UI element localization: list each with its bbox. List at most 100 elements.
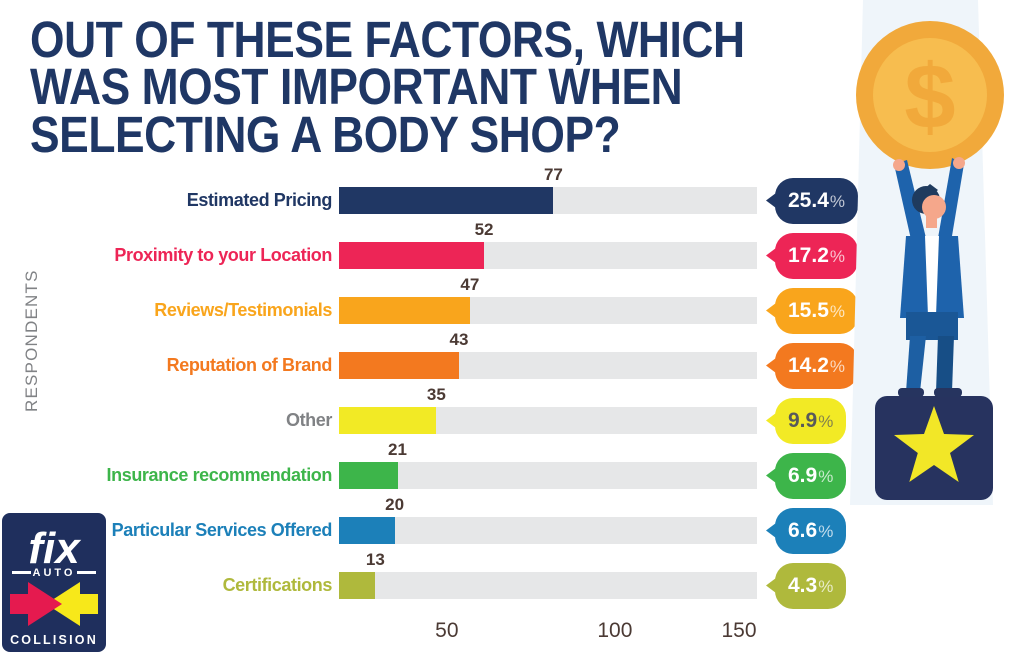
x-axis-tick: 150 (721, 619, 757, 642)
shirt (925, 236, 939, 316)
value-label: 20 (385, 495, 405, 514)
logo-rule-left (12, 571, 31, 574)
chart-row: Proximity to your Location 52 17.2% (100, 220, 858, 283)
title-line-3: SELECTING A BODY SHOP? (30, 105, 621, 163)
category-label: Reputation of Brand (166, 355, 333, 375)
percent-sign: % (818, 411, 834, 431)
percent-value: 9.9 (788, 408, 818, 432)
collision-arrows-icon (10, 582, 98, 626)
percent-sign: % (829, 301, 845, 321)
percent-badge: 9.9% (775, 397, 847, 444)
bar-track: 43 (339, 330, 757, 379)
face (922, 195, 946, 219)
left-shoe (898, 388, 924, 397)
percent-value: 6.6 (788, 518, 818, 542)
dollar-coin-icon: $ (856, 21, 1004, 169)
y-axis-label: RESPONDENTS (22, 269, 41, 412)
logo-brand-text: fix (28, 524, 81, 573)
bar-fill (339, 187, 554, 214)
x-axis-tick: 100 (597, 619, 633, 642)
bar-fill (339, 352, 459, 379)
title-line-2: WAS MOST IMPORTANT WHEN (30, 58, 683, 116)
x-axis-ticks: 50 100 150 (339, 613, 757, 647)
percent-badge: 17.2% (775, 232, 858, 279)
value-label: 35 (426, 385, 446, 404)
chart-row: Reviews/Testimonials 47 15.5% (100, 275, 858, 338)
percent-sign: % (829, 356, 845, 376)
percent-badge: 15.5% (775, 287, 858, 334)
bar-track: 47 (339, 275, 757, 324)
chart-rows: Estimated Pricing 77 25.4% Proximity to … (100, 165, 858, 613)
right-shoe (934, 388, 962, 397)
chart-row: Other 35 9.9% (100, 385, 858, 448)
x-axis-tick: 50 (435, 619, 459, 642)
bar-fill (339, 572, 376, 599)
percent-value: 17.2 (788, 243, 829, 267)
logo-graphic: fix AUTO COLLISION (2, 513, 106, 652)
value-label: 21 (388, 440, 407, 459)
percent-sign: % (818, 466, 834, 486)
title-line-1: OUT OF THESE FACTORS, WHICH (30, 11, 745, 68)
neck (926, 214, 937, 228)
chart-row: Certifications 13 4.3% (100, 550, 858, 613)
bar-fill (339, 462, 398, 489)
man-figure (893, 157, 965, 397)
percent-sign: % (829, 191, 845, 211)
percent-badge: 4.3% (775, 562, 847, 609)
chart-row: Reputation of Brand 43 14.2% (100, 330, 858, 393)
logo-tagline-text: COLLISION (10, 633, 98, 647)
percent-value: 15.5 (788, 298, 829, 322)
bar-track: 21 (339, 440, 757, 489)
percent-sign: % (818, 576, 834, 596)
percent-value: 14.2 (788, 353, 829, 377)
category-label: Certifications (222, 575, 333, 595)
percent-value: 6.9 (788, 463, 818, 487)
bar-chart: Estimated Pricing 77 25.4% Proximity to … (100, 165, 858, 647)
category-label: Other (285, 410, 332, 430)
percent-badge: 6.9% (775, 452, 847, 499)
bar-fill (339, 407, 437, 434)
page-title: OUT OF THESE FACTORS, WHICH WAS MOST IMP… (30, 14, 745, 160)
bar-fill (339, 242, 485, 269)
percent-badge: 14.2% (775, 342, 858, 389)
value-label: 13 (365, 550, 385, 569)
value-label: 52 (474, 220, 494, 239)
category-label: Insurance recommendation (106, 465, 333, 485)
left-arm (894, 160, 926, 244)
percent-sign: % (829, 246, 845, 266)
logo-rule-right (77, 571, 96, 574)
category-label: Reviews/Testimonials (154, 300, 332, 320)
percent-value: 25.4 (788, 188, 829, 212)
bar-track: 77 (339, 165, 757, 214)
bar-fill (339, 517, 395, 544)
bar-fill (339, 297, 470, 324)
logo-sub-text: AUTO (33, 567, 76, 579)
left-leg (906, 336, 926, 392)
percent-sign: % (818, 521, 834, 541)
percent-value: 4.3 (788, 573, 818, 597)
bar-track: 35 (339, 385, 757, 434)
right-leg (936, 336, 954, 392)
man-holding-coin-illustration: $ (850, 0, 1004, 505)
percent-badge: 6.6% (775, 507, 847, 554)
percent-badge: 25.4% (775, 177, 858, 224)
category-label: Particular Services Offered (111, 520, 333, 540)
category-label: Estimated Pricing (186, 190, 333, 210)
star-icon (894, 406, 974, 482)
chart-row: Insurance recommendation 21 6.9% (100, 440, 858, 503)
bar-track: 13 (339, 550, 757, 599)
fix-auto-collision-logo: fix AUTO COLLISION (2, 513, 106, 652)
right-arm (938, 158, 964, 242)
dollar-sign: $ (904, 46, 955, 148)
value-label: 43 (449, 330, 469, 349)
category-label: Proximity to your Location (114, 245, 332, 265)
bar-track: 52 (339, 220, 757, 269)
value-label: 77 (543, 165, 563, 184)
value-label: 47 (460, 275, 480, 294)
hips (906, 312, 958, 340)
left-hand (893, 159, 905, 171)
right-hand (953, 157, 965, 169)
chart-row: Estimated Pricing 77 25.4% (100, 165, 858, 228)
chart-row: Particular Services Offered 20 6.6% (100, 495, 858, 558)
